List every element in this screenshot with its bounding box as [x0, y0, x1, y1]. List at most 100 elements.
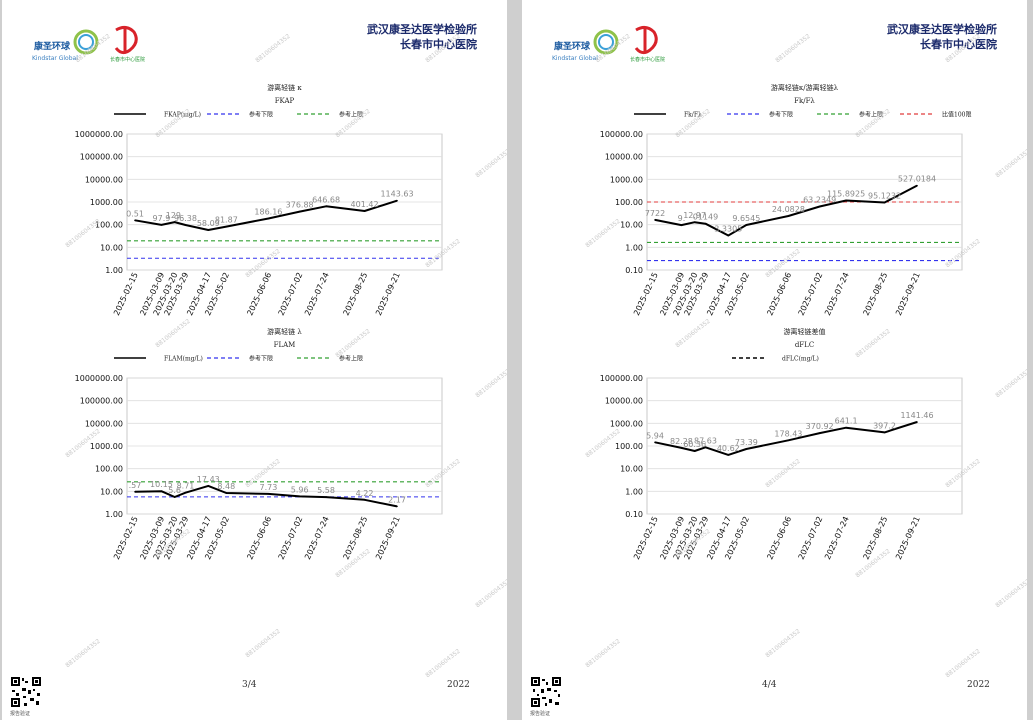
data-label: 5.94: [646, 431, 664, 440]
legend-label-0: FLAM(mg/L): [164, 356, 203, 363]
kindstar-logo-icon: 康圣环球 Kindstar Global 长春市中心医院: [32, 25, 145, 63]
data-point: [727, 454, 730, 456]
chart-flam-svg: 游离轻链 λ FLAM FLAM(mg/L) 参考下限 参考上限 1.00 10.00 100…: [75, 327, 443, 561]
y-tick-label: 100000.00: [80, 397, 123, 406]
data-label: 1141.46: [900, 411, 933, 420]
data-label: 9.6545: [732, 214, 760, 223]
data-label: 81.87: [215, 216, 238, 225]
x-tick-label: 2025-09-21: [374, 515, 402, 561]
chart-fkap: 游离轻链 κ FKAP FKAP(mg/L) 参考下限 参考上限 1.00 10.00 100…: [2, 78, 507, 318]
x-tick-label: 2025-09-21: [374, 271, 402, 317]
data-point: [680, 447, 683, 449]
data-point: [916, 421, 918, 423]
data-label: 60.36: [683, 440, 706, 449]
data-point: [654, 441, 656, 444]
data-label: 186.16: [254, 208, 282, 217]
chart-subtitle: Fk/Fλ: [794, 97, 815, 105]
chart-flam: 游离轻链 λ FLAM FLAM(mg/L) 参考下限 参考上限 1.00 10.00 100…: [2, 322, 507, 562]
y-tick-label: 0.10: [625, 510, 643, 519]
report-page-right: 康圣环球 Kindstar Global 长春市中心医院 武汉康圣达医学检验所 …: [522, 0, 1027, 720]
x-tick-label: 2025-09-21: [894, 271, 922, 317]
data-label: 641.1: [835, 417, 858, 426]
qr-label: 报告验证: [530, 711, 551, 717]
y-tick-label: 10.00: [100, 243, 123, 252]
data-point: [745, 448, 748, 450]
data-point: [363, 210, 366, 212]
legend-label-1: 参考下限: [769, 111, 793, 119]
watermark-text: 88100604352: [774, 32, 812, 65]
data-label: 5.58: [317, 486, 335, 495]
x-tick-label: 2025-06-06: [765, 515, 793, 561]
data-label: 73.39: [735, 438, 758, 447]
data-point: [267, 493, 270, 495]
data-label: 95.1232: [868, 191, 901, 200]
data-point: [298, 495, 301, 498]
data-point: [883, 201, 886, 204]
report-page-left: 康圣环球 Kindstar Global 长春市中心医院 武汉康圣达医学检验所 …: [2, 0, 507, 720]
qr-label: 报告验证: [10, 711, 31, 717]
watermark-text: 88100604352: [584, 637, 622, 670]
data-label: 4.22: [356, 489, 374, 498]
y-tick-label: 10.00: [100, 487, 123, 496]
y-tick-label: 100.00: [615, 442, 643, 451]
data-point: [818, 205, 821, 208]
watermark-text: 88100604352: [424, 647, 462, 680]
y-tick-label: 100.00: [615, 198, 643, 207]
data-label: 397.2: [873, 421, 896, 430]
data-label: 376.88: [286, 201, 314, 210]
y-tick-label: 1000.00: [90, 442, 123, 451]
qr-code-icon: [10, 676, 42, 708]
hospital-line1: 武汉康圣达医学检验所: [367, 23, 477, 36]
data-label: 96.38: [174, 214, 197, 223]
y-tick-label: 1000.00: [90, 198, 123, 207]
data-point: [396, 505, 398, 508]
chart-subtitle: dFLC: [795, 341, 814, 349]
x-tick-label: 2025-07-24: [303, 515, 331, 561]
y-tick-label: 100000.00: [80, 153, 123, 162]
data-point: [134, 219, 136, 222]
data-point: [134, 490, 136, 493]
data-point: [173, 221, 176, 223]
data-label: 17.43: [197, 475, 220, 484]
x-tick-label: 2025-08-25: [862, 271, 890, 317]
x-tick-label: 2025-02-15: [112, 271, 140, 317]
data-label: 370.92: [806, 422, 834, 431]
hospital-line2: 长春市中心医院: [400, 38, 477, 51]
logo-brand-en: Kindstar Global: [32, 55, 78, 62]
data-label: 129.: [166, 211, 184, 220]
data-point: [325, 496, 327, 498]
y-tick-label: 10000.00: [85, 175, 123, 184]
x-tick-label: 2025-07-02: [797, 271, 825, 317]
chart-fkap-svg: 游离轻链 κ FKAP FKAP(mg/L) 参考下限 参考上限 1.00 10.00 100…: [75, 83, 443, 317]
watermark-text: 88100604352: [944, 647, 982, 680]
data-label: 8.48: [217, 482, 235, 491]
x-tick-label: 2025-07-24: [303, 271, 331, 317]
x-tick-label: 2025-07-24: [823, 271, 851, 317]
y-tick-label: 1000.00: [610, 175, 643, 184]
data-label: 97.9: [153, 214, 171, 223]
hospital-line1: 武汉康圣达医学检验所: [887, 23, 997, 36]
data-point: [267, 217, 270, 220]
data-point: [207, 485, 210, 487]
x-tick-label: 2025-02-15: [632, 271, 660, 317]
data-label: 10.15: [150, 480, 173, 489]
y-tick-label: 10.00: [620, 221, 643, 230]
watermark-text: 88100604352: [244, 627, 282, 660]
data-label: 401.42: [351, 200, 379, 209]
footer-year: 2022: [967, 680, 990, 690]
data-label: 178.43: [774, 429, 802, 438]
data-point: [298, 210, 301, 213]
x-tick-label: 2025-07-02: [797, 515, 825, 561]
y-tick-label: 10000.00: [605, 397, 643, 406]
logo-partner: 长春市中心医院: [110, 56, 145, 63]
data-label: 115.8925: [827, 190, 865, 199]
logo-brand-en: Kindstar Global: [552, 55, 598, 62]
x-tick-label: 2025-06-06: [245, 515, 273, 561]
y-tick-label: 100000.00: [600, 374, 643, 383]
data-label: 8.71: [177, 482, 195, 491]
y-tick-label: 10000.00: [85, 419, 123, 428]
data-point: [325, 205, 327, 208]
chart-title: 游离轻链差值: [784, 327, 826, 336]
data-label: 646.68: [312, 195, 340, 204]
data-point: [727, 234, 730, 237]
